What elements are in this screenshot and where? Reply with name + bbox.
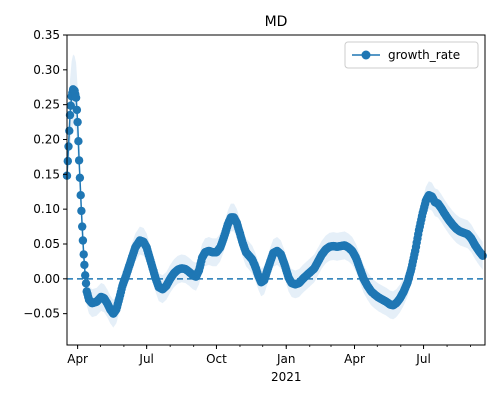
data-point	[73, 117, 82, 127]
legend: growth_rate	[344, 41, 479, 69]
data-point	[74, 137, 83, 146]
data-point	[63, 156, 72, 166]
y-tick-label: 0.35	[33, 28, 60, 42]
x-tick-label: Jul	[138, 352, 153, 366]
data-point	[78, 236, 88, 245]
x-tick-label: Jul	[415, 352, 430, 366]
data-point	[64, 142, 73, 151]
y-tick-label: 0.10	[33, 202, 60, 216]
y-tick-label: 0.25	[33, 98, 60, 112]
data-point	[75, 173, 85, 182]
axes-frame	[66, 34, 486, 346]
y-tick-label: 0.30	[33, 63, 60, 77]
data-point	[478, 251, 487, 260]
y-tick-label: −0.05	[23, 307, 60, 321]
x-tick-label: Apr	[67, 352, 88, 366]
data-point	[65, 110, 75, 120]
data-point	[78, 222, 87, 231]
legend-label-growth-rate: growth_rate	[388, 48, 460, 62]
y-tick-label: 0.05	[33, 237, 60, 251]
x-tick-label: Apr	[344, 352, 365, 366]
data-point	[79, 250, 88, 259]
data-point	[81, 271, 90, 280]
data-point	[81, 279, 91, 288]
data-point	[77, 206, 86, 216]
y-tick-label: 0.00	[33, 272, 60, 286]
data-point	[74, 156, 84, 165]
plot-area	[62, 54, 487, 328]
axes: −0.05 0.00 0.05 0.10 0.15 0.20 0.25 0.30 0.35 Apr…	[23, 28, 471, 384]
data-point	[71, 93, 81, 102]
data-point	[72, 105, 82, 115]
chart-title: MD	[265, 14, 288, 30]
data-point	[65, 126, 74, 135]
x-tick-year-label: 2021	[271, 370, 302, 384]
x-tick-label: Oct	[206, 352, 227, 366]
data-point	[76, 191, 85, 200]
y-tick-label: 0.20	[33, 132, 60, 146]
x-tick-label: Jan	[276, 352, 296, 366]
y-tick-label: 0.15	[33, 167, 60, 181]
data-point	[66, 101, 76, 110]
legend-box	[344, 41, 479, 69]
data-point	[80, 260, 89, 270]
legend-dot-marker	[361, 50, 371, 60]
